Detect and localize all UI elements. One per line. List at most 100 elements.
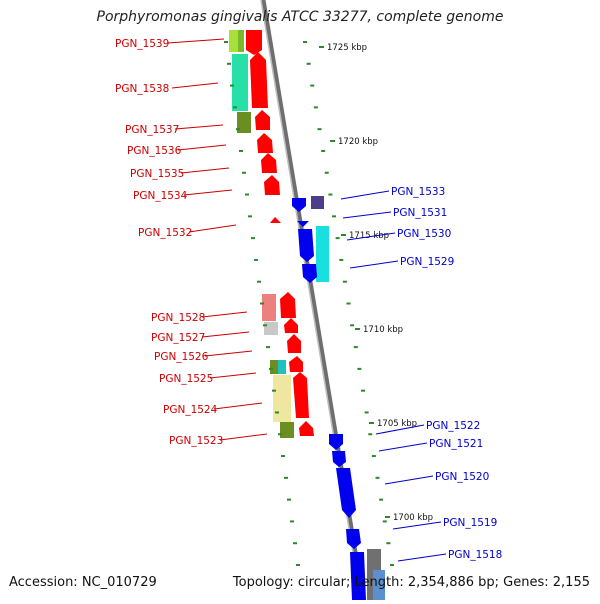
scale-tick-label: 1710 kbp	[363, 325, 403, 335]
gene-label-reverse[interactable]: PGN_1530	[397, 228, 451, 240]
gene-label-reverse[interactable]: PGN_1520	[435, 471, 489, 483]
gene-label-reverse[interactable]: PGN_1518	[448, 549, 502, 561]
gene-arrow-reverse[interactable]	[336, 468, 356, 518]
guide-dot	[342, 280, 347, 283]
feature-block	[238, 30, 244, 52]
guide-dot	[239, 149, 243, 152]
gene-leader-line	[174, 124, 224, 130]
gene-arrow-reverse[interactable]	[346, 529, 361, 549]
gene-arrow-reverse[interactable]	[329, 434, 343, 450]
feature-block	[237, 112, 251, 133]
gene-label-forward[interactable]: PGN_1523	[169, 435, 223, 447]
gene-leader-line	[397, 553, 447, 562]
gene-arrow-reverse[interactable]	[302, 264, 317, 283]
gene-label-forward[interactable]: PGN_1525	[159, 373, 213, 385]
gene-arrow-forward[interactable]	[289, 356, 303, 372]
gene-label-reverse[interactable]: PGN_1519	[443, 517, 497, 529]
feature-block	[262, 294, 276, 321]
scale-tick-mark	[355, 328, 360, 330]
gene-arrow-forward[interactable]	[284, 318, 298, 333]
feature-block	[316, 226, 329, 282]
gene-leader-line	[340, 190, 390, 200]
guide-dot	[317, 128, 322, 131]
gene-arrow-forward[interactable]	[293, 372, 309, 418]
guide-dot	[350, 324, 355, 327]
gene-arrow-forward[interactable]	[299, 421, 314, 436]
guide-dot	[328, 193, 333, 196]
guide-dot	[368, 433, 373, 436]
guide-dot	[346, 302, 351, 305]
gene-arrow-forward[interactable]	[287, 334, 301, 353]
guide-dot	[361, 389, 365, 392]
scale-tick-label: 1725 kbp	[327, 43, 367, 53]
guide-dot	[251, 237, 255, 240]
gene-label-forward[interactable]: PGN_1528	[151, 312, 205, 324]
guide-dot	[227, 62, 231, 65]
gene-leader-line	[378, 442, 428, 452]
feature-block	[311, 196, 324, 209]
guide-dot	[275, 411, 279, 414]
gene-label-forward[interactable]: PGN_1526	[154, 351, 209, 363]
gene-label-reverse[interactable]: PGN_1521	[429, 438, 483, 450]
gene-leader-line	[204, 350, 253, 357]
reverse-gene-arrows	[292, 196, 385, 600]
guide-dot	[254, 258, 258, 261]
guide-dot	[382, 520, 387, 523]
gene-arrow-forward[interactable]	[261, 153, 277, 173]
guide-dot	[371, 455, 376, 458]
gene-arrow-forward[interactable]	[246, 30, 262, 55]
gene-label-forward[interactable]: PGN_1537	[125, 124, 179, 136]
gene-label-forward[interactable]: PGN_1536	[127, 145, 182, 157]
gene-leader-line	[188, 224, 237, 233]
scale-tick-label: 1720 kbp	[338, 137, 378, 147]
scale-tick-mark	[341, 234, 346, 236]
gene-leader-line	[375, 424, 425, 435]
gene-label-forward[interactable]: PGN_1534	[133, 190, 188, 202]
gene-label-reverse[interactable]: PGN_1522	[426, 420, 480, 432]
gene-leader-line	[201, 311, 248, 318]
gene-arrow-forward[interactable]	[257, 133, 273, 153]
gene-arrow-forward[interactable]	[255, 110, 270, 130]
scale-tick-mark	[330, 140, 335, 142]
guide-dot	[296, 564, 300, 566]
guide-dot	[257, 280, 261, 283]
gene-arrow-reverse[interactable]	[298, 229, 314, 262]
gene-label-reverse[interactable]: PGN_1531	[393, 207, 447, 219]
guide-dot	[321, 149, 326, 152]
guide-dot	[379, 498, 384, 501]
guide-dot	[390, 564, 394, 566]
guide-dot	[386, 542, 391, 545]
gene-label-forward[interactable]: PGN_1527	[151, 332, 205, 344]
gene-arrow-forward[interactable]	[264, 175, 280, 195]
guide-dot	[236, 128, 240, 131]
gene-leader-line	[177, 144, 227, 151]
guide-dot	[364, 411, 369, 414]
scale-tick-label: 1705 kbp	[377, 419, 417, 429]
feature-block	[232, 54, 248, 111]
gene-arrow-forward[interactable]	[250, 52, 268, 108]
accession-text: Accession: NC_010729	[9, 575, 157, 590]
guide-dot	[310, 84, 315, 87]
gene-arrow-forward[interactable]	[280, 292, 296, 318]
gene-arrow-reverse[interactable]	[350, 552, 366, 600]
guide-dot	[266, 346, 270, 349]
gene-label-forward[interactable]: PGN_1524	[163, 404, 218, 416]
guide-dot	[293, 542, 297, 545]
gene-arrow-reverse[interactable]	[332, 451, 346, 467]
gene-arrow-reverse[interactable]	[297, 221, 309, 227]
gene-arrow-forward[interactable]	[270, 217, 281, 223]
gene-label-reverse[interactable]: PGN_1533	[391, 186, 445, 198]
guide-dot	[248, 215, 252, 218]
feature-lane-left	[229, 30, 294, 438]
gene-leader-line	[342, 211, 392, 219]
gene-label-reverse[interactable]: PGN_1529	[400, 256, 454, 268]
gene-label-forward[interactable]: PGN_1538	[115, 83, 169, 95]
gene-label-forward[interactable]: PGN_1539	[115, 38, 169, 50]
gene-label-forward[interactable]: PGN_1535	[130, 168, 184, 180]
guide-dot	[272, 389, 276, 392]
guide-dot	[313, 106, 318, 109]
gene-label-forward[interactable]: PGN_1532	[138, 227, 192, 239]
gene-arrow-reverse[interactable]	[292, 198, 306, 212]
guide-dot	[281, 455, 285, 458]
